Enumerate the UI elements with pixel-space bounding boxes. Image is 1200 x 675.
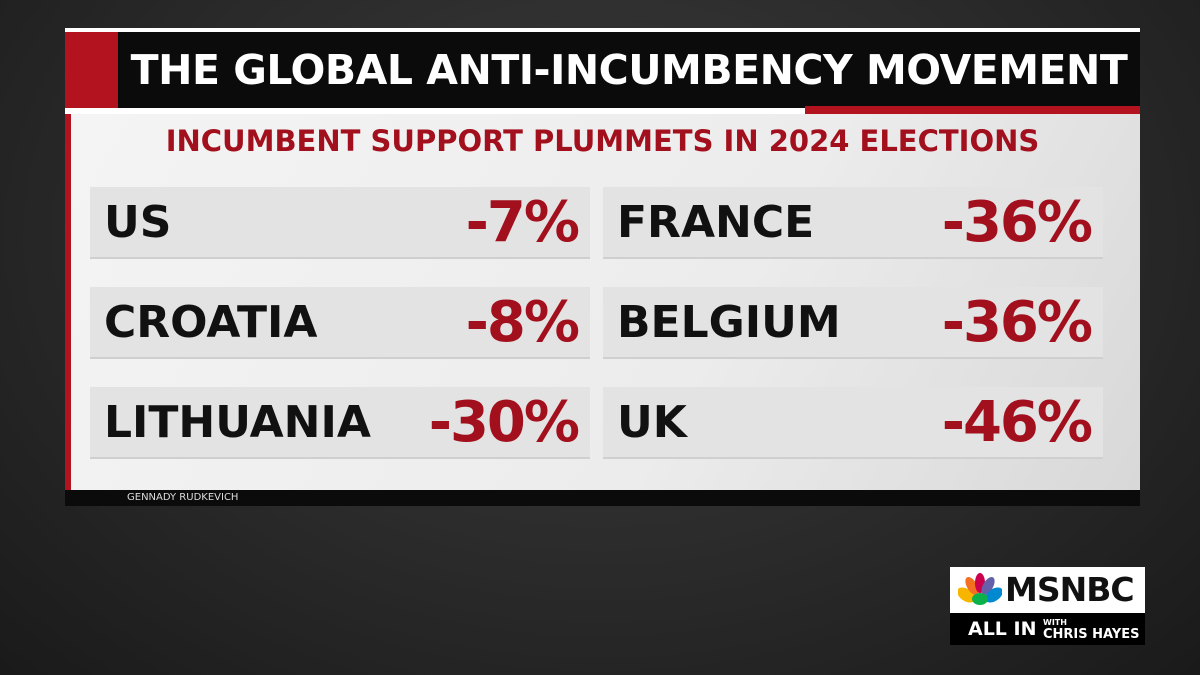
host-name: CHRIS HAYES [1043,627,1140,642]
accent-block [65,32,118,108]
peacock-icon [958,573,1002,605]
support-change: -8% [465,290,580,355]
support-change: -36% [941,290,1093,355]
support-change: -7% [465,190,580,255]
title: THE GLOBAL ANTI-INCUMBENCY MOVEMENT [130,46,1128,94]
country-name: US [104,197,172,248]
support-change: -36% [941,190,1093,255]
network-name: MSNBC [1005,570,1135,609]
graphic-card: THE GLOBAL ANTI-INCUMBENCY MOVEMENT INCU… [65,28,1140,506]
country-name: CROATIA [104,297,318,348]
support-change: -30% [428,390,580,455]
show-name: ALL IN [968,618,1037,640]
logo-bottom [950,613,1145,645]
accent-line [805,106,1140,114]
result-cell: LITHUANIA -30% [90,387,590,459]
footer-bar [65,490,1140,506]
accent-stripe [65,114,71,490]
result-cell: US -7% [90,187,590,259]
country-name: BELGIUM [617,297,841,348]
support-change: -46% [941,390,1093,455]
logo-top: MSNBC [950,567,1145,613]
result-cell: FRANCE -36% [603,187,1103,259]
result-cell: CROATIA -8% [90,287,590,359]
show-with: WITH [1043,618,1067,627]
result-cell: UK -46% [603,387,1103,459]
result-cell: BELGIUM -36% [603,287,1103,359]
country-name: FRANCE [617,197,815,248]
country-name: LITHUANIA [104,397,371,448]
network-logo: MSNBC ALL IN WITH CHRIS HAYES [950,567,1145,645]
country-name: UK [617,397,687,448]
credit: GENNADY RUDKEVICH [127,492,239,503]
title-bar [65,32,1140,108]
subtitle: INCUMBENT SUPPORT PLUMMETS IN 2024 ELECT… [165,124,1040,158]
